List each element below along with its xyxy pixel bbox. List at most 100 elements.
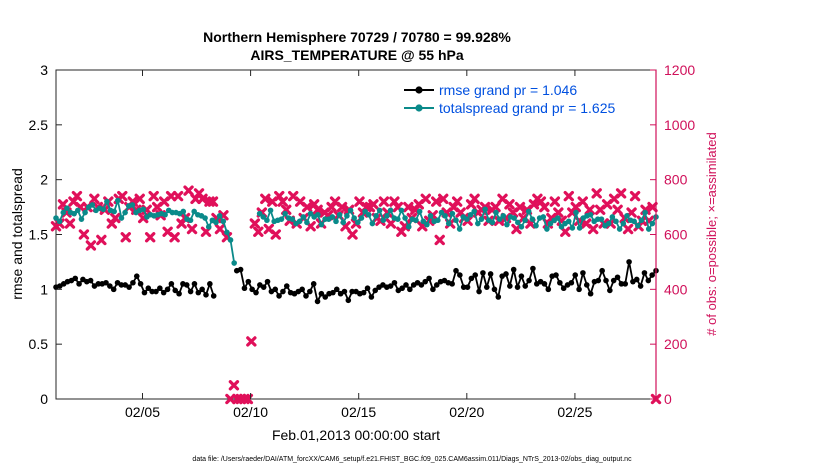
obs-point [539, 201, 550, 213]
spread-point [180, 208, 187, 215]
rmse-point [303, 293, 309, 299]
spread-point [202, 215, 208, 221]
spread-point [351, 215, 357, 221]
rmse-point [149, 288, 155, 295]
spread-point [78, 216, 85, 222]
obs-point [246, 336, 257, 347]
rmse-point [87, 277, 94, 284]
rmse-point [641, 270, 648, 276]
spread-point [540, 214, 547, 220]
spread-point [216, 213, 223, 219]
y-left-tick-label: 1.5 [29, 227, 49, 243]
rmse-point [372, 287, 379, 294]
spread-point [187, 217, 194, 224]
spread-point [355, 219, 361, 226]
spread-point [435, 217, 441, 224]
x-tick-label: 02/05 [125, 404, 160, 420]
spread-point [405, 224, 412, 230]
obs-point [260, 193, 271, 205]
obs-point [549, 196, 561, 207]
rmse-point [476, 288, 482, 295]
obs-point [577, 196, 588, 207]
obs-point [64, 218, 76, 229]
rmse-point [580, 270, 586, 276]
y-axis-label-left: rmse and totalspread [9, 168, 25, 300]
x-tick-label: 02/20 [449, 404, 484, 420]
spread-point [631, 218, 637, 225]
x-tick-label: 02/15 [341, 404, 376, 420]
rmse-point [187, 288, 194, 295]
rmse-point [530, 265, 536, 272]
obs-point [451, 196, 463, 207]
spread-point [122, 209, 128, 216]
obs-point [207, 196, 219, 207]
rmse-point [345, 297, 352, 304]
spread-point [231, 260, 237, 266]
spread-point [296, 218, 303, 225]
obs-point [336, 201, 348, 213]
rmse-point [603, 277, 609, 284]
spread-point [413, 217, 419, 224]
rmse-point [407, 286, 413, 293]
spread-point [111, 208, 117, 215]
spread-point [427, 213, 434, 219]
rmse-point [76, 281, 82, 287]
spread-point [493, 209, 499, 216]
spread-point [227, 237, 234, 243]
spread-point [82, 209, 88, 216]
obs-point [85, 240, 97, 251]
spread-point [64, 205, 70, 211]
spread-point [605, 220, 612, 227]
obs-point [270, 229, 281, 240]
legend: rmse grand pr = 1.046 totalspread grand … [404, 82, 616, 116]
obs-point [553, 207, 564, 218]
spread-point [278, 216, 285, 222]
spread-point [638, 217, 645, 224]
rmse-point [341, 288, 348, 295]
rmse-point [403, 282, 409, 288]
legend-rmse-marker [415, 86, 423, 94]
spread-point [398, 207, 405, 214]
spread-point [624, 213, 630, 219]
spread-point [140, 206, 147, 213]
rmse-point [314, 298, 321, 305]
rmse-point [245, 278, 252, 285]
spread-point [340, 219, 347, 226]
y-left-tick-label: 2 [40, 172, 48, 188]
spread-point [347, 207, 354, 214]
rmse-point [299, 286, 305, 293]
obs-point [214, 223, 226, 235]
spread-point [482, 206, 488, 213]
rmse-point [480, 270, 486, 276]
rmse-point [526, 277, 532, 284]
obs-point [560, 226, 571, 237]
obs-point [169, 232, 180, 243]
rmse-point [637, 283, 644, 289]
obs-point [301, 201, 313, 213]
spread-point [511, 215, 517, 221]
rmse-point [333, 286, 340, 293]
rmse-point [576, 286, 582, 293]
spread-point [438, 209, 445, 216]
obs-point [277, 196, 288, 207]
spread-point [598, 216, 605, 222]
y-right-tick-label: 600 [664, 227, 688, 243]
spread-point [104, 198, 110, 205]
rmse-point [587, 290, 594, 297]
rmse-point [95, 281, 102, 287]
obs-point [591, 188, 602, 199]
rmse-point [310, 281, 317, 287]
spread-point [613, 218, 619, 225]
rmse-point [264, 278, 271, 285]
spread-point [60, 209, 67, 216]
obs-point [588, 223, 599, 235]
rmse-point [541, 281, 548, 287]
rmse-point [433, 282, 440, 288]
y-right-tick-label: 200 [664, 336, 688, 352]
spread-point [565, 218, 572, 225]
spread-point [620, 220, 627, 227]
rmse-point [210, 293, 217, 299]
spread-point [205, 224, 212, 230]
spread-point [616, 226, 623, 232]
